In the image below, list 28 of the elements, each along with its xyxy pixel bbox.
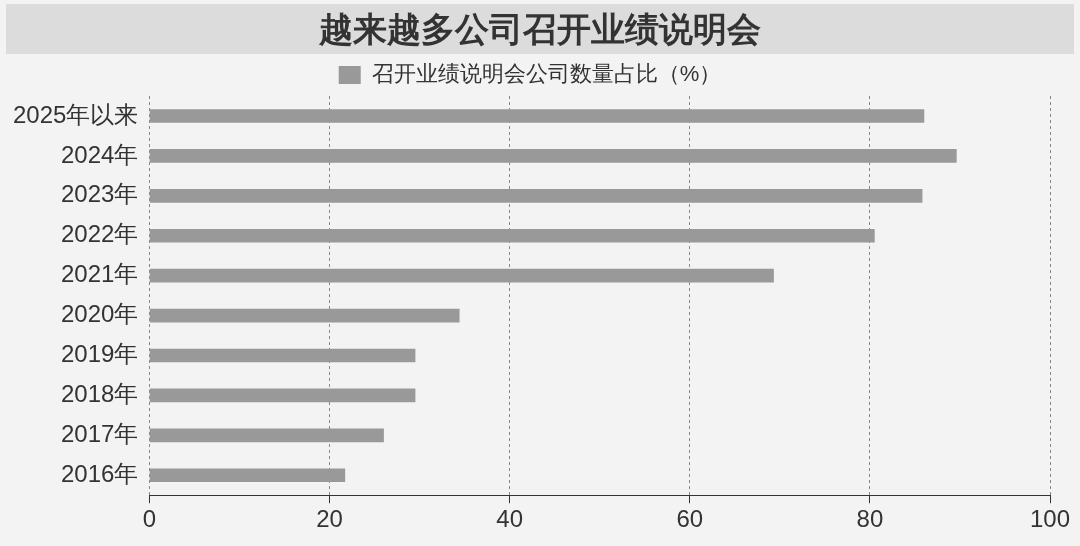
bar — [149, 268, 774, 283]
bar — [149, 228, 875, 243]
x-tick-label: 0 — [142, 505, 157, 533]
x-tick-label: 100 — [1029, 505, 1071, 533]
y-tick-label: 2017年 — [61, 419, 139, 447]
y-tick-label: 2024年 — [61, 140, 139, 168]
chart-title: 越来越多公司召开业绩说明会 — [6, 4, 1074, 54]
y-tick-label: 2023年 — [61, 180, 139, 208]
y-tick-label: 2016年 — [61, 459, 139, 487]
y-tick-label: 2019年 — [61, 340, 139, 368]
bar — [149, 188, 923, 203]
y-tick-label: 2018年 — [61, 380, 139, 408]
bar — [149, 308, 460, 323]
y-tick-label: 2025年以来 — [13, 100, 139, 128]
bar — [149, 348, 416, 363]
x-tick-label: 60 — [676, 505, 704, 533]
bar — [149, 388, 416, 403]
y-tick-label: 2020年 — [61, 300, 139, 328]
y-tick-label: 2021年 — [61, 260, 139, 288]
legend-label: 召开业绩说明会公司数量占比（%） — [371, 61, 722, 87]
x-tick-label: 20 — [316, 505, 343, 533]
x-tick-label: 80 — [856, 505, 884, 533]
bar — [149, 468, 346, 483]
bar — [149, 149, 957, 163]
bar — [149, 109, 925, 123]
x-tick-label: 40 — [496, 505, 523, 533]
bar — [149, 428, 384, 443]
y-tick-label: 2022年 — [61, 220, 139, 248]
